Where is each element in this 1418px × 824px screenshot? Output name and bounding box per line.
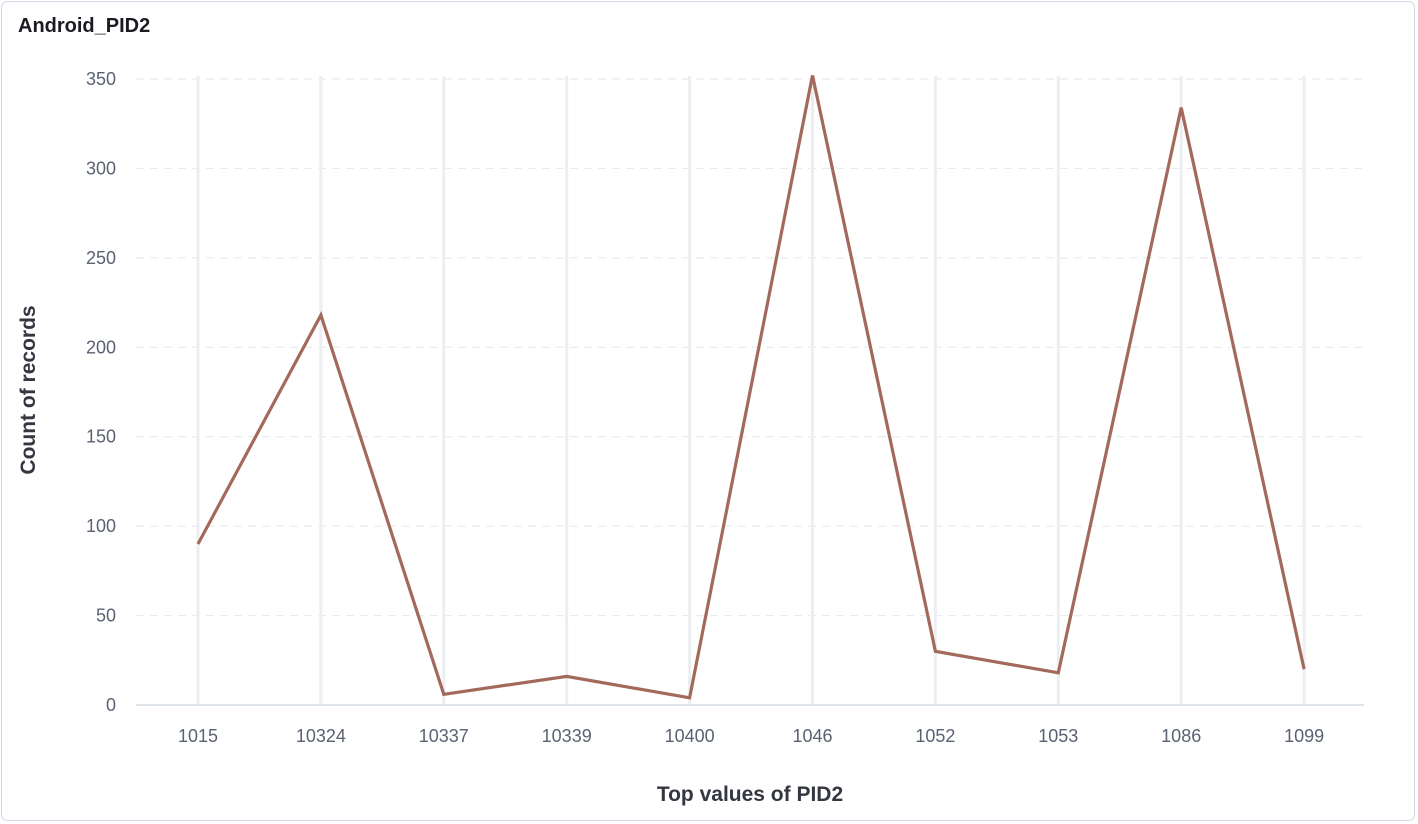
y-tick-label: 300 [86, 158, 116, 178]
y-tick-label: 0 [106, 695, 116, 715]
y-tick-label: 100 [86, 516, 116, 536]
x-tick-label: 10337 [419, 726, 469, 746]
x-tick-label: 1015 [178, 726, 218, 746]
series-group [196, 75, 1306, 700]
x-tick-label: 10339 [542, 726, 592, 746]
y-tick-label: 150 [86, 427, 116, 447]
x-tick-label: 1053 [1038, 726, 1078, 746]
x-tick-label: 1052 [915, 726, 955, 746]
x-tick-label: 1099 [1284, 726, 1324, 746]
x-tick-labels: 1015 10324 10337 10339 10400 1046 1052 1053 1086… [178, 726, 1324, 746]
x-tick-label: 1046 [792, 726, 832, 746]
panel-title: Android_PID2 [18, 15, 151, 37]
y-tick-label: 50 [96, 606, 116, 626]
y-tick-label: 250 [86, 248, 116, 268]
x-gridlines [196, 76, 1306, 705]
y-gridlines [136, 78, 1364, 617]
y-tick-label: 350 [86, 69, 116, 89]
y-tick-labels: 0 50 100 150 200 250 300 350 [86, 69, 116, 715]
y-axis-title: Count of records [17, 305, 40, 474]
x-tick-label: 10400 [665, 726, 715, 746]
series-line [196, 75, 1306, 700]
x-axis-title: Top values of PID2 [657, 783, 843, 806]
x-tick-label: 1086 [1161, 726, 1201, 746]
x-tick-label: 10324 [296, 726, 346, 746]
y-tick-label: 200 [86, 337, 116, 357]
